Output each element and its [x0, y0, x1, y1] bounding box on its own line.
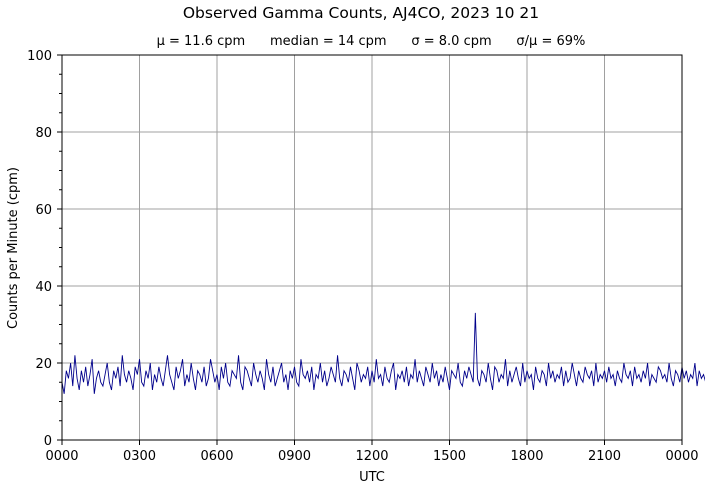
x-tick-label: 1200: [355, 449, 388, 464]
chart-subtitle: μ = 11.6 cpm median = 14 cpm σ = 8.0 cpm…: [157, 34, 586, 49]
x-axis-label: UTC: [359, 470, 385, 485]
count-series-line: [61, 312, 705, 394]
y-tick-label: 100: [27, 49, 52, 64]
y-tick-label: 0: [44, 434, 52, 449]
x-tick-label: 0900: [278, 449, 311, 464]
y-tick-label: 20: [35, 357, 52, 372]
x-tick-label: 2100: [588, 449, 621, 464]
x-tick-label: 0600: [200, 449, 233, 464]
y-tick-label: 60: [35, 203, 52, 218]
chart-title: Observed Gamma Counts, AJ4CO, 2023 10 21: [183, 4, 539, 22]
x-tick-label: 1800: [510, 449, 543, 464]
x-tick-label: 0000: [45, 449, 78, 464]
y-axis-label: Counts per Minute (cpm): [6, 167, 21, 329]
x-tick-label: 1500: [433, 449, 466, 464]
y-tick-label: 40: [35, 280, 52, 295]
y-tick-label: 80: [35, 126, 52, 141]
x-tick-label: 0000: [665, 449, 698, 464]
x-tick-label: 0300: [123, 449, 156, 464]
axis-ticks: 0000 0300 0600 0900 1200 1500 1800 2100 00000204…: [27, 49, 698, 464]
series-layer: [61, 312, 705, 394]
grid-lines: [62, 55, 682, 440]
